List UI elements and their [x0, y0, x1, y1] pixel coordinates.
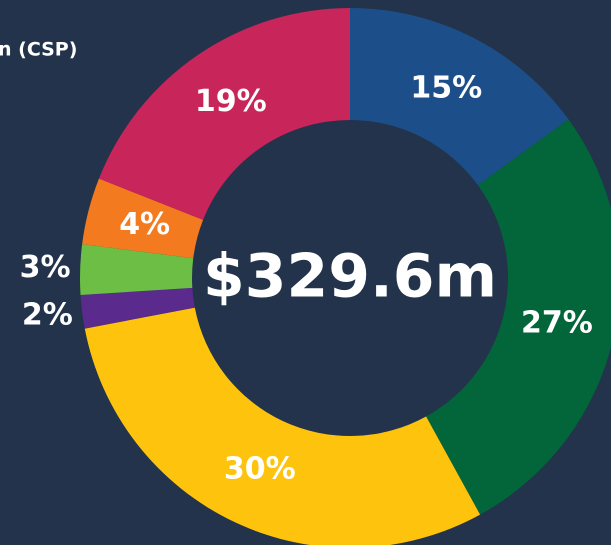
donut-segment: [82, 178, 204, 259]
donut-segment: [426, 119, 611, 515]
chart-title: n (CSP): [0, 39, 77, 61]
data-label: 19%: [195, 84, 267, 119]
data-label: 3%: [20, 250, 71, 285]
donut-segment: [98, 8, 350, 220]
donut-segment: [80, 287, 195, 329]
data-label: 27%: [521, 306, 593, 341]
donut-segment: [350, 8, 569, 186]
donut-segment: [80, 244, 194, 295]
data-label: 15%: [410, 71, 482, 106]
center-label: $329.6m: [203, 242, 497, 312]
donut-segment: [84, 307, 481, 545]
data-label: 30%: [224, 451, 296, 486]
data-label: 2%: [22, 298, 73, 333]
data-label: 4%: [119, 207, 170, 242]
